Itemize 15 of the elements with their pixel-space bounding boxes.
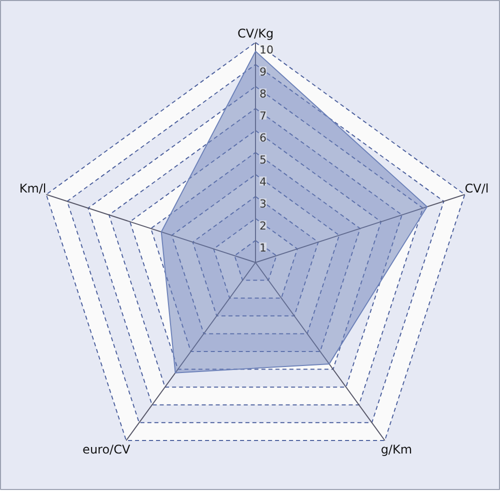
spoke-label: g/Km bbox=[380, 442, 412, 456]
spoke-label: CV/Kg bbox=[237, 26, 274, 40]
y-tick-label: 10 bbox=[260, 44, 274, 56]
y-tick-label: 7 bbox=[260, 110, 266, 122]
y-tick-label: 8 bbox=[260, 88, 266, 100]
spoke-label: euro/CV bbox=[82, 442, 131, 456]
y-tick-label: 9 bbox=[260, 66, 266, 78]
spoke-label: CV/l bbox=[464, 182, 489, 196]
y-tick-label: 6 bbox=[260, 132, 266, 144]
y-tick-label: 4 bbox=[260, 176, 266, 188]
y-tick-label: 3 bbox=[260, 198, 266, 210]
y-tick-label: 1 bbox=[260, 242, 266, 254]
spoke-label: Km/l bbox=[19, 182, 46, 196]
y-tick-label: 2 bbox=[260, 220, 266, 232]
y-tick-label: 5 bbox=[260, 154, 266, 166]
